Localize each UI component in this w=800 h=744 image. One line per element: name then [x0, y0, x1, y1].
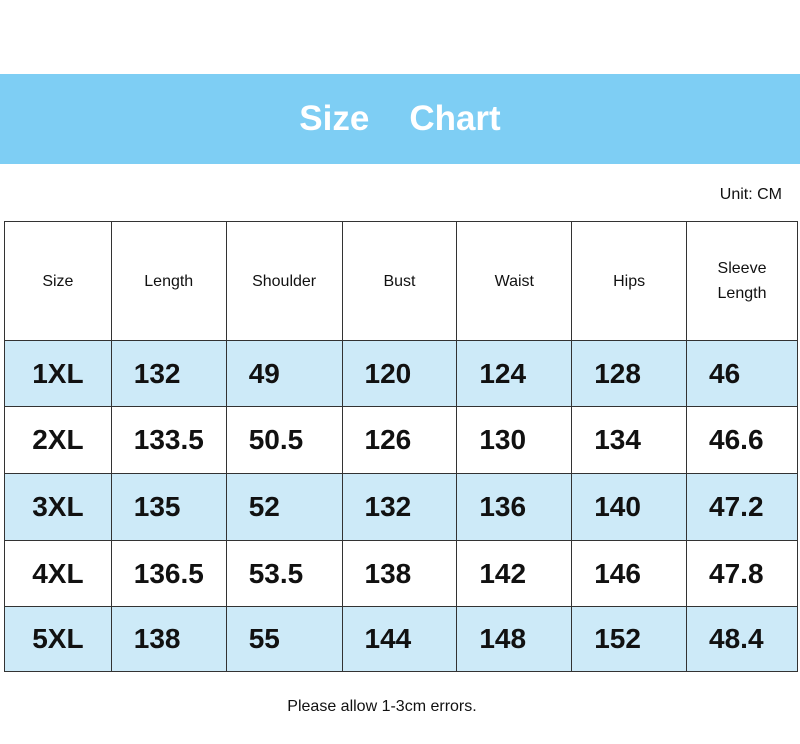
table-cell: 132 — [341, 473, 458, 541]
table-cell: 128 — [571, 340, 688, 407]
column-header: Size — [4, 221, 112, 341]
table-cell: 148 — [456, 606, 573, 672]
table-cell: 1XL — [4, 340, 112, 407]
table-cell: 132 — [110, 340, 227, 407]
title-word: Size — [299, 99, 370, 138]
table-cell: 142 — [456, 540, 573, 607]
table-cell: 3XL — [4, 473, 112, 541]
table-cell: 55 — [225, 606, 343, 672]
table-cell: 138 — [341, 540, 458, 607]
table-cell: 134 — [571, 406, 688, 474]
table-cell: 47.8 — [686, 540, 798, 607]
table-cell: 120 — [341, 340, 458, 407]
table-cell: 136 — [456, 473, 573, 541]
table-row: 4XL 136.5 53.5 138 142 146 47.8 — [4, 540, 798, 607]
table-cell: 124 — [456, 340, 573, 407]
table-cell: 53.5 — [225, 540, 343, 607]
size-table: Size Length Shoulder Bust Waist Hips Sleeve Le… — [4, 221, 798, 672]
table-cell: 138 — [110, 606, 227, 672]
table-cell: 49 — [225, 340, 343, 407]
column-header: Length — [110, 221, 227, 341]
note: Please allow 1-3cm errors. — [287, 698, 477, 715]
table-cell: 48.4 — [686, 606, 798, 672]
table-cell: 140 — [571, 473, 688, 541]
table-cell: 135 — [110, 473, 227, 541]
table-cell: 46 — [686, 340, 798, 407]
table-cell: 46.6 — [686, 406, 798, 474]
title-word: Chart — [409, 99, 501, 138]
table-cell: 5XL — [4, 606, 112, 672]
table-cell: 152 — [571, 606, 688, 672]
table-cell: 2XL — [4, 406, 112, 474]
column-header: Sleeve Length — [686, 221, 798, 341]
header-row: Size Length Shoulder Bust Waist Hips Sleeve Le… — [4, 221, 798, 341]
table-row: 3XL 135 52 132 136 140 47.2 — [4, 473, 798, 541]
table-cell: 133.5 — [110, 406, 227, 474]
table-cell: 126 — [341, 406, 458, 474]
column-header: Bust — [341, 221, 458, 341]
column-header: Hips — [571, 221, 688, 341]
table-cell: 50.5 — [225, 406, 343, 474]
column-header: Shoulder — [225, 221, 343, 341]
table-row: 5XL 138 55 144 148 152 48.4 — [4, 606, 798, 672]
table-cell: 136.5 — [110, 540, 227, 607]
title-banner: Size Chart — [0, 74, 800, 164]
column-header: Waist — [456, 221, 573, 341]
table-row: 2XL 133.5 50.5 126 130 134 46.6 — [4, 406, 798, 474]
table-cell: 47.2 — [686, 473, 798, 541]
table-cell: 4XL — [4, 540, 112, 607]
table-cell: 144 — [341, 606, 458, 672]
unit-label: Unit: CM — [719, 186, 782, 203]
table-row: 1XL 132 49 120 124 128 46 — [4, 340, 798, 407]
table-cell: 130 — [456, 406, 573, 474]
table-cell: 52 — [225, 473, 343, 541]
table-cell: 146 — [571, 540, 688, 607]
